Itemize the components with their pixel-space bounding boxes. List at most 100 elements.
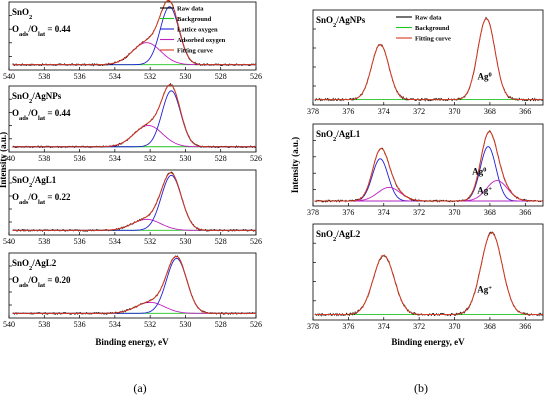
a-panel-3-sample-label: SnO2/AgL1	[12, 175, 57, 189]
b-panel-1-sample-label: SnO2/AgNPs	[316, 15, 366, 29]
a-panel-2-sample-label: SnO2/AgNPs	[12, 91, 62, 105]
b-panel-3-xtick-label: 372	[413, 322, 425, 331]
a-legend-label: Background	[177, 16, 212, 23]
a-legend-label: Adsorbed oxygen	[177, 37, 226, 44]
a-panel-3-fitting-curve-line	[12, 172, 256, 231]
a-panel-2-xtick-label: 528	[215, 154, 227, 163]
b-panel-1-ag-annotation: Ag0	[477, 71, 491, 82]
a-panel-4-sample-label: SnO2/AgL2	[12, 258, 57, 272]
b-panel-3-xtick-label: 376	[342, 322, 354, 331]
a-panel-2-xtick-label: 538	[38, 154, 50, 163]
b-panel-2-frame	[312, 123, 544, 207]
b-panel-2-component-line	[314, 180, 543, 202]
a-panel-2-xtick-label: 536	[74, 154, 86, 163]
b-panel-2-xtick-label: 376	[342, 208, 354, 217]
a-panel-4-xtick-label: 526	[250, 320, 262, 329]
a-panel-4-xtick-label: 530	[179, 320, 191, 329]
b-panel-3-xtick-label: 368	[484, 322, 496, 331]
b-panel-1-xtick-label: 368	[484, 107, 496, 116]
b-panel-3-ag-annotation: Ag+	[477, 284, 492, 295]
b-panel-3-xtick-label: 378	[307, 322, 319, 331]
b-panel-1-xtick-label: 374	[378, 107, 390, 116]
b-panel-1-xtick-label: 376	[342, 107, 354, 116]
b-panel-3-fitting-curve-line	[314, 232, 543, 316]
a-panel-2-xtick-label: 532	[144, 154, 156, 163]
a-panel-2-xtick-label: 530	[179, 154, 191, 163]
b-x-axis-title: Binding energy, eV	[391, 337, 465, 347]
a-panel-4-frame	[8, 252, 257, 319]
a-panel-1-xtick-label: 538	[38, 72, 50, 81]
a-legend-label: Lattice oxygen	[177, 26, 218, 33]
b-panel-1-fitting-curve-line	[314, 18, 543, 101]
b-panel-3-sample-label: SnO2/AgL2	[316, 229, 361, 243]
a-panel-3-frame	[8, 169, 257, 236]
a-panel-1-lattice-oxygen-line	[12, 6, 256, 66]
b-panel-1-xtick-label: 372	[413, 107, 425, 116]
b-panel-2-xtick-label: 370	[449, 208, 461, 217]
b-panel-3-xtick-label: 374	[378, 322, 390, 331]
a-panel-3-xtick-label: 540	[3, 237, 15, 246]
b-panel-3-xtick-label: 366	[519, 322, 531, 331]
chart-a-o1s-spectra: 540 538 536 534 532 530 528 526 SnO2 Oads/Olat = …	[0, 0, 262, 347]
a-panel-3-xtick-label: 538	[38, 237, 50, 246]
b-panel-3-frame	[312, 223, 544, 321]
a-panel-1-xtick-label: 530	[179, 72, 191, 81]
a-panel-4-fitting-curve-line	[12, 255, 256, 314]
caption-a: (a)	[133, 381, 146, 395]
a-panel-3-adsorbed-oxygen-line	[12, 218, 256, 231]
b-y-axis-title: Intensity (a.u.)	[290, 137, 300, 193]
a-panel-3-xtick-label: 528	[215, 237, 227, 246]
a-panel-2-xtick-label: 540	[3, 154, 15, 163]
b-panel-2-xtick-label: 366	[519, 208, 531, 217]
b-panel-2-component-line	[314, 146, 543, 202]
a-panel-2-fitting-curve-line	[12, 84, 256, 148]
a-panel-4-xtick-label: 536	[74, 320, 86, 329]
a-panel-3-xtick-label: 530	[179, 237, 191, 246]
b-legend-label: Raw data	[415, 14, 442, 21]
a-panel-3-ratio-label: Oads/Olat = 0.22	[12, 192, 71, 206]
a-legend-label: Fitting curve	[177, 47, 213, 54]
a-panel-4-xtick-label: 534	[109, 320, 121, 329]
a-panel-1-xtick-label: 526	[250, 72, 262, 81]
a-panel-3-xtick-label: 532	[144, 237, 156, 246]
a-panel-3-xtick-label: 526	[250, 237, 262, 246]
b-panel-2-ag-annotation: Ag0	[472, 166, 486, 177]
a-panel-2-xtick-label: 526	[250, 154, 262, 163]
a-panel-1-xtick-label: 540	[3, 72, 15, 81]
a-panel-1-ratio-label: Oads/Olat = 0.44	[12, 24, 71, 38]
caption-b: (b)	[414, 381, 428, 395]
a-panel-4-xtick-label: 538	[38, 320, 50, 329]
a-panel-1-xtick-label: 532	[144, 72, 156, 81]
a-panel-1-fitting-curve-line	[12, 0, 256, 66]
a-panel-4-xtick-label: 540	[3, 320, 15, 329]
a-panel-2-ratio-label: Oads/Olat = 0.44	[12, 108, 71, 122]
a-panel-2-frame	[8, 85, 257, 153]
a-panel-2-xtick-label: 534	[109, 154, 121, 163]
b-panel-3-raw-data-line	[314, 231, 543, 317]
chart-b-ag3d-spectra: 378 376 374 372 370 368 366 SnO2/AgNPs Ag0 378 376…	[290, 9, 544, 347]
b-panel-2-xtick-label: 374	[378, 208, 390, 217]
a-panel-4-xtick-label: 532	[144, 320, 156, 329]
a-panel-1-xtick-label: 536	[74, 72, 86, 81]
b-panel-2-component-line	[314, 158, 543, 202]
a-panel-2-adsorbed-oxygen-line	[12, 125, 256, 148]
b-panel-2-ag-annotation: Ag+	[477, 185, 492, 196]
b-panel-1-xtick-label: 366	[519, 107, 531, 116]
b-panel-1-xtick-label: 370	[449, 107, 461, 116]
a-panel-1-sample-label: SnO2	[12, 7, 32, 21]
a-panel-1-frame	[8, 1, 257, 71]
a-legend-label: Raw data	[177, 5, 204, 12]
b-legend-label: Fitting curve	[415, 35, 451, 42]
b-panel-2-fitting-curve-line	[314, 131, 543, 202]
a-panel-1-xtick-label: 534	[109, 72, 121, 81]
a-panel-1-adsorbed-oxygen-line	[12, 42, 256, 66]
a-panel-4-ratio-label: Oads/Olat = 0.20	[12, 275, 71, 289]
a-panel-4-xtick-label: 528	[215, 320, 227, 329]
b-panel-2-xtick-label: 372	[413, 208, 425, 217]
a-panel-3-xtick-label: 534	[109, 237, 121, 246]
b-panel-2-raw-data-line	[314, 130, 543, 203]
b-panel-1-xtick-label: 378	[307, 107, 319, 116]
a-x-axis-title: Binding energy, eV	[95, 337, 169, 347]
b-panel-1-frame	[312, 9, 544, 106]
